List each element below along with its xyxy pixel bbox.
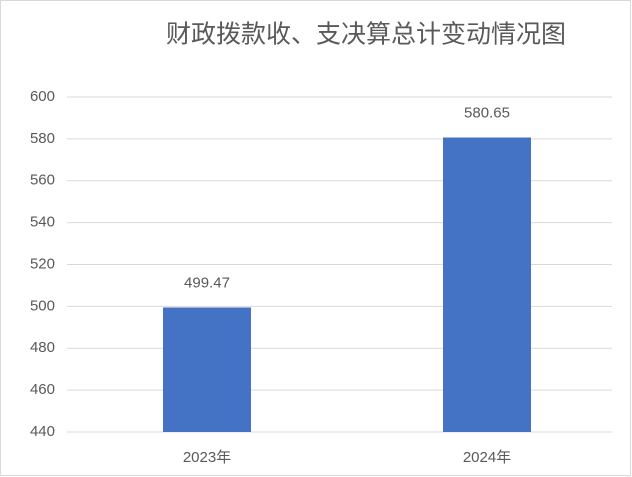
y-tick-label: 540	[30, 214, 55, 231]
x-tick-label: 2023年	[183, 449, 231, 466]
y-tick-label: 460	[30, 381, 55, 398]
data-label: 580.65	[464, 104, 510, 121]
y-tick-label: 520	[30, 255, 55, 272]
x-tick-label: 2024年	[463, 449, 511, 466]
data-label: 499.47	[184, 274, 230, 291]
y-tick-label: 600	[30, 88, 55, 105]
y-tick-label: 480	[30, 339, 55, 356]
y-tick-label: 580	[30, 130, 55, 147]
bar	[163, 307, 251, 432]
bar	[443, 137, 531, 432]
y-tick-label: 440	[30, 423, 55, 440]
y-tick-label: 560	[30, 172, 55, 189]
y-tick-label: 500	[30, 297, 55, 314]
chart-title: 财政拨款收、支决算总计变动情况图	[166, 21, 566, 49]
